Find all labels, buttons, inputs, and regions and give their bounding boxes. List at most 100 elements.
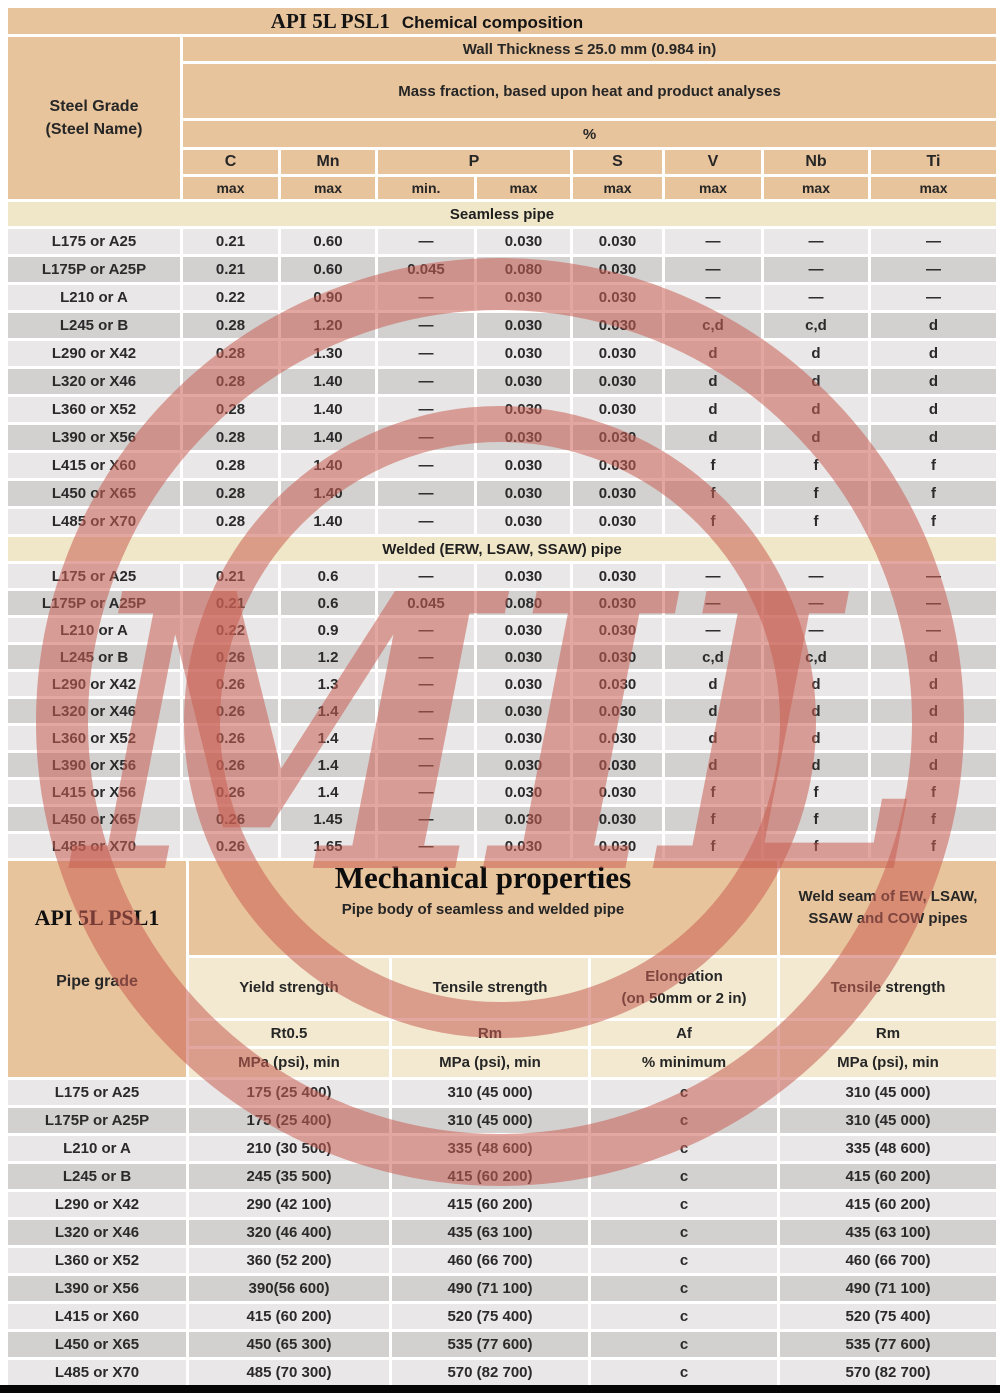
value-cell: 1.45: [281, 807, 375, 831]
value-cell: 1.4: [281, 726, 375, 750]
table-row: L360 or X52 0.28 1.40—0.030 0.030 d d d: [8, 397, 996, 422]
unit-elong: % minimum: [591, 1049, 777, 1077]
grade-cell: L175P or A25P: [8, 257, 180, 282]
table-row: L485 or X70 0.28 1.40—0.030 0.030 f f f: [8, 509, 996, 534]
col-header-v: V: [665, 150, 761, 174]
symbol-rt05: Rt0.5: [189, 1021, 389, 1046]
value-cell: —: [665, 229, 761, 254]
table-row: L320 or X46 320 (46 400) 435 (63 100) c 435 …: [8, 1220, 996, 1245]
table-row: L485 or X70 0.26 1.65—0.030 0.030 f f f: [8, 834, 996, 858]
value-cell: f: [665, 453, 761, 478]
value-cell: c,d: [764, 313, 868, 338]
value-cell: —: [764, 229, 868, 254]
col-header-ti: Ti: [871, 150, 996, 174]
value-cell: 0.26: [183, 726, 278, 750]
value-cell: 0.030: [573, 341, 662, 366]
table-row: L320 or X46 0.28 1.40—0.030 0.030 d d d: [8, 369, 996, 394]
table-row: L360 or X52 360 (52 200) 460 (66 700) c 460 …: [8, 1248, 996, 1273]
grade-cell: L360 or X52: [8, 726, 180, 750]
table-row: L390 or X56 390(56 600) 490 (71 100) c 490 (…: [8, 1276, 996, 1301]
welded-rows: L175 or A25 0.21 0.6—0.030 0.030— — — L175P or…: [8, 564, 996, 858]
value-cell: f: [871, 481, 996, 506]
table-row: L415 or X60 415 (60 200) 520 (75 400) c 520 …: [8, 1304, 996, 1329]
col-header-c: C: [183, 150, 278, 174]
section-band-seamless: Seamless pipe: [8, 202, 996, 226]
value-cell: —: [764, 257, 868, 282]
value-cell: 450 (65 300): [189, 1332, 389, 1357]
table-row: L210 or A 0.22 0.90—0.030 0.030— — —: [8, 285, 996, 310]
elongation-line2: (on 50mm or 2 in): [621, 990, 747, 1007]
weld-seam-line1: Weld seam of EW, LSAW,: [798, 887, 978, 905]
col-header-s: S: [573, 150, 662, 174]
value-cell: —: [665, 591, 761, 615]
value-cell: 535 (77 600): [392, 1332, 588, 1357]
section-band-welded: Welded (ERW, LSAW, SSAW) pipe: [8, 537, 996, 561]
value-cell: d: [871, 672, 996, 696]
value-cell: 570 (82 700): [780, 1360, 996, 1385]
value-cell: c: [591, 1276, 777, 1301]
value-cell: 1.40: [281, 425, 375, 450]
value-cell: —: [871, 591, 996, 615]
table-row: L245 or B 245 (35 500) 415 (60 200) c 415 (6…: [8, 1164, 996, 1189]
value-cell: 1.40: [281, 369, 375, 394]
value-cell: d: [665, 699, 761, 723]
value-cell: f: [764, 453, 868, 478]
value-cell: d: [764, 672, 868, 696]
value-cell: 0.030: [477, 481, 570, 506]
value-cell: 1.40: [281, 481, 375, 506]
grade-cell: L290 or X42: [8, 341, 180, 366]
value-cell: 0.030: [573, 397, 662, 422]
table-row: L450 or X65 0.28 1.40—0.030 0.030 f f f: [8, 481, 996, 506]
value-cell: d: [764, 369, 868, 394]
elongation-line1: Elongation: [645, 968, 723, 986]
value-cell: —: [378, 453, 474, 478]
unit-yield: MPa (psi), min: [189, 1049, 389, 1077]
table-row: L290 or X42 0.28 1.30—0.030 0.030 d d d: [8, 341, 996, 366]
value-cell: 310 (45 000): [780, 1108, 996, 1133]
weld-seam-header: Weld seam of EW, LSAW, SSAW and COW pipe…: [780, 861, 996, 955]
value-cell: d: [871, 425, 996, 450]
weld-seam-line2: SSAW and COW pipes: [808, 910, 968, 927]
value-cell: 0.030: [573, 591, 662, 615]
value-cell: 0.28: [183, 369, 278, 394]
value-cell: 0.21: [183, 564, 278, 588]
value-cell: d: [871, 369, 996, 394]
value-cell: 0.030: [573, 425, 662, 450]
value-cell: c: [591, 1220, 777, 1245]
value-cell: f: [764, 807, 868, 831]
seamless-label: Seamless pipe: [449, 205, 555, 223]
value-cell: —: [764, 618, 868, 642]
value-cell: —: [378, 807, 474, 831]
title-subtitle: Chemical composition: [401, 12, 584, 32]
value-cell: —: [378, 834, 474, 858]
value-cell: 0.030: [477, 753, 570, 777]
grade-cell: L485 or X70: [8, 834, 180, 858]
value-cell: 0.030: [573, 753, 662, 777]
limit-ti: max: [871, 177, 996, 199]
value-cell: c: [591, 1108, 777, 1133]
value-cell: 0.030: [573, 453, 662, 478]
limit-c: max: [183, 177, 278, 199]
table-row: L415 or X56 0.26 1.4—0.030 0.030 f f f: [8, 780, 996, 804]
value-cell: —: [764, 564, 868, 588]
grade-cell: L175 or A25: [8, 564, 180, 588]
grade-cell: L360 or X52: [8, 397, 180, 422]
value-cell: 0.030: [573, 313, 662, 338]
value-cell: —: [871, 285, 996, 310]
value-cell: d: [665, 425, 761, 450]
value-cell: 0.26: [183, 672, 278, 696]
grade-cell: L415 or X60: [8, 453, 180, 478]
value-cell: c: [591, 1360, 777, 1385]
value-cell: —: [378, 618, 474, 642]
bottom-bar: [0, 1385, 1000, 1393]
value-cell: 570 (82 700): [392, 1360, 588, 1385]
value-cell: 0.030: [477, 425, 570, 450]
grade-cell: L485 or X70: [8, 509, 180, 534]
value-cell: —: [871, 229, 996, 254]
table-row: L485 or X70 485 (70 300) 570 (82 700) c 570 …: [8, 1360, 996, 1385]
table-row: L245 or B 0.28 1.20—0.030 0.030 c,d c,d d: [8, 313, 996, 338]
value-cell: 1.40: [281, 397, 375, 422]
value-cell: 1.40: [281, 453, 375, 478]
value-cell: —: [871, 618, 996, 642]
